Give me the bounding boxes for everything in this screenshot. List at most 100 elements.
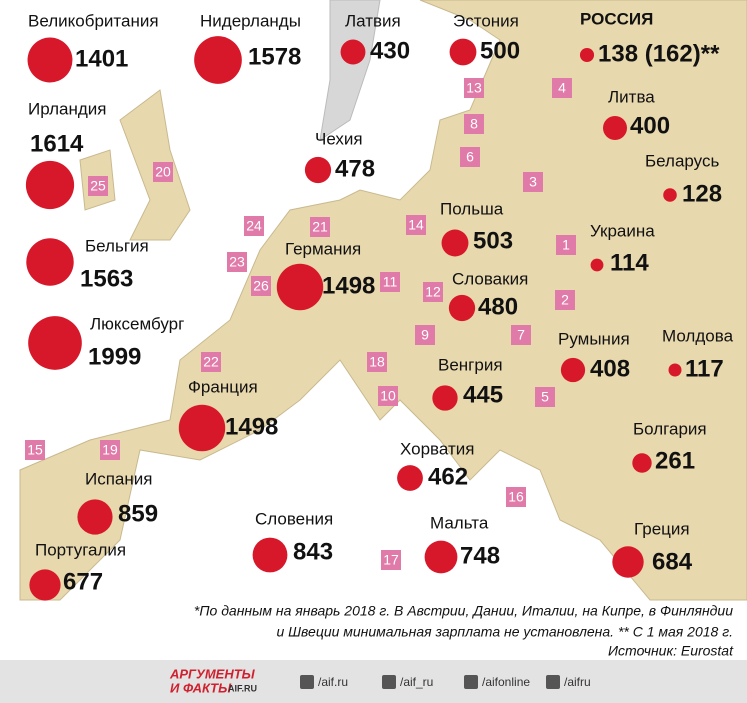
rank: 6 — [466, 149, 474, 165]
wage-bubble — [448, 294, 476, 322]
social-link: /aifru — [564, 675, 591, 689]
wage-bubble — [304, 156, 332, 184]
country-name: Венгрия — [438, 355, 503, 374]
country-name: Румыния — [558, 329, 630, 348]
rank-box — [535, 387, 555, 407]
wage-value: 500 — [480, 37, 520, 64]
rank-box — [251, 276, 271, 296]
rank: 11 — [383, 274, 398, 290]
wage-bubble — [25, 160, 75, 210]
rank-box — [506, 487, 526, 507]
wage-value: 261 — [655, 447, 695, 474]
rank: 8 — [470, 116, 478, 132]
rank: 13 — [466, 80, 482, 96]
country-name: Болгария — [633, 419, 707, 438]
social-link: /aifonline — [482, 675, 530, 689]
wage-value: 117 — [685, 355, 724, 382]
logo-top: АРГУМЕНТЫ — [169, 666, 256, 681]
rank: 20 — [155, 164, 171, 180]
rank: 12 — [425, 284, 441, 300]
country-name: Люксембург — [90, 314, 184, 333]
wage-value: 138 (162)** — [598, 40, 720, 67]
wage-value: 445 — [463, 381, 503, 408]
wage-value: 480 — [478, 293, 518, 320]
wage-bubble — [276, 263, 324, 311]
rank-box — [367, 352, 387, 372]
wage-bubble — [28, 316, 82, 370]
wage-bubble — [579, 47, 595, 63]
country-name: Беларусь — [645, 151, 719, 170]
rank: 5 — [541, 389, 549, 405]
wage-value: 859 — [118, 500, 158, 527]
country-name: Латвия — [345, 11, 401, 30]
wage-value: 128 — [682, 180, 722, 207]
rank: 19 — [102, 442, 118, 458]
rank-box — [406, 215, 426, 235]
rank: 26 — [253, 278, 269, 294]
social-icon — [300, 675, 314, 689]
wage-value: 1401 — [75, 45, 128, 72]
country-name: Чехия — [315, 129, 363, 148]
wage-value: 478 — [335, 155, 375, 182]
wage-value: 748 — [460, 542, 500, 569]
wage-bubble — [449, 38, 477, 66]
wage-value: 1614 — [30, 130, 84, 157]
logo-site: AIF.RU — [228, 683, 257, 693]
rank-box — [523, 172, 543, 192]
wage-bubble — [668, 363, 682, 377]
footnote: *По данным на январь 2018 г. В Австрии, … — [194, 603, 733, 619]
wage-value: 1498 — [225, 413, 278, 440]
wage-value: 677 — [63, 568, 103, 595]
wage-bubble — [26, 238, 74, 286]
rank-box — [378, 386, 398, 406]
rank-box — [423, 282, 443, 302]
social-icon — [546, 675, 560, 689]
wage-bubble — [590, 258, 604, 272]
footnote: и Швеции минимальная зарплата не установ… — [276, 624, 733, 640]
wage-bubble — [397, 465, 423, 491]
rank: 16 — [508, 489, 524, 505]
country-name: Германия — [285, 239, 361, 258]
rank-box — [227, 252, 247, 272]
wage-value: 400 — [630, 112, 670, 139]
wage-bubble — [612, 546, 644, 578]
wage-bubble — [194, 36, 242, 84]
wage-value: 1498 — [322, 272, 375, 299]
country-name: Португалия — [35, 540, 126, 559]
rank: 21 — [312, 219, 328, 235]
rank-box — [153, 162, 173, 182]
rank: 15 — [27, 442, 43, 458]
rank: 3 — [529, 174, 537, 190]
wage-bubble — [603, 116, 627, 140]
wage-value: 503 — [473, 227, 513, 254]
rank-box — [511, 325, 531, 345]
country-name: Польша — [440, 199, 504, 218]
wage-value: 1999 — [88, 343, 141, 370]
country-name: Греция — [634, 519, 690, 538]
country-name: РОССИЯ — [580, 9, 653, 28]
social-icon — [382, 675, 396, 689]
rank: 7 — [517, 327, 525, 343]
rank: 1 — [562, 237, 570, 253]
rank: 25 — [90, 178, 106, 194]
country-name: Литва — [608, 87, 655, 106]
rank: 17 — [383, 552, 399, 568]
rank-box — [380, 272, 400, 292]
wage-bubble — [178, 404, 226, 452]
wage-bubble — [560, 357, 586, 383]
wage-value: 1563 — [80, 265, 133, 292]
wage-value: 1578 — [248, 43, 301, 70]
wage-bubble — [252, 537, 288, 573]
rank: 2 — [561, 292, 569, 308]
wage-value: 408 — [590, 355, 630, 382]
rank-box — [88, 176, 108, 196]
wage-bubble — [441, 229, 469, 257]
rank-box — [464, 114, 484, 134]
country-name: Молдова — [662, 326, 734, 345]
rank: 14 — [408, 217, 424, 233]
rank: 9 — [421, 327, 429, 343]
social-icon — [464, 675, 478, 689]
social-link: /aif.ru — [318, 675, 348, 689]
footer-bar — [0, 660, 747, 703]
